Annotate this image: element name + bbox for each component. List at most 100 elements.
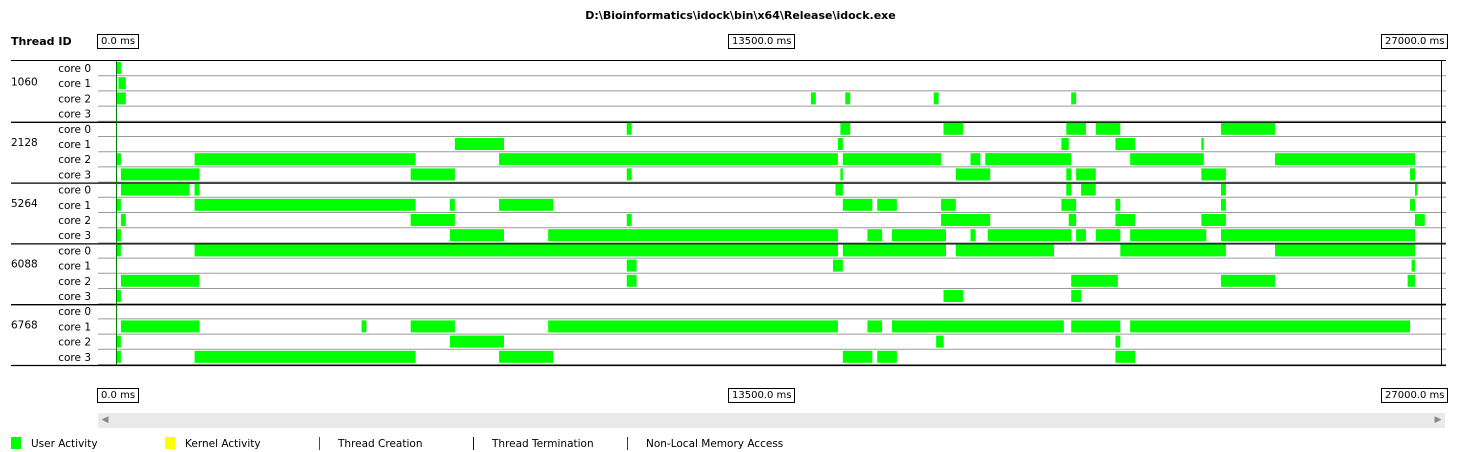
user-activity-bar [1411, 259, 1415, 272]
user-activity-bar [1201, 138, 1204, 150]
axis-mid-label-bottom: 13500.0 ms [728, 388, 796, 403]
core-label: core 1 [58, 261, 91, 273]
core-label: core 1 [58, 78, 91, 90]
user-activity-bar [877, 350, 897, 363]
user-activity-bar [955, 244, 1055, 257]
user-activity-bar [842, 153, 942, 166]
user-activity-bar [970, 153, 981, 166]
user-activity-bar [1407, 274, 1415, 287]
user-activity-bar [1066, 122, 1086, 135]
window-title: D:\Bioinformatics\idock\bin\x64\Release\… [585, 9, 896, 22]
user-activity-bar [987, 229, 1072, 242]
user-activity-bar [933, 92, 939, 105]
core-label: core 0 [58, 245, 91, 257]
user-activity-bar [120, 320, 200, 333]
user-activity-bar [845, 92, 851, 105]
user-activity-bar [941, 214, 991, 226]
user-activity-bar [1275, 153, 1415, 166]
user-activity-bar [1061, 198, 1077, 211]
core-label: core 3 [58, 109, 91, 121]
user-activity-bar [1095, 122, 1121, 135]
thread-creation-line-icon [319, 437, 320, 450]
kernel-activity-swatch-icon [165, 437, 175, 449]
user-activity-bar [943, 122, 964, 135]
user-activity-bar [116, 290, 121, 302]
user-activity-bar [867, 320, 883, 333]
user-activity-bar [1115, 335, 1121, 348]
core-label: core 2 [58, 276, 91, 288]
user-activity-bar [936, 335, 944, 348]
user-activity-bar [1076, 229, 1086, 242]
core-label: core 0 [58, 124, 91, 136]
user-activity-bar [1115, 198, 1121, 211]
user-activity-bar [1115, 214, 1136, 226]
thread-activity-svg: core 0 core 1 core 2 core 3 1060 core 0 core 1… [11, 60, 1446, 367]
user-activity-bar [1410, 198, 1415, 211]
core-label: core 1 [58, 139, 91, 151]
user-activity-bar [1115, 350, 1136, 363]
user-activity-bar [970, 229, 976, 242]
user-activity-bar [449, 198, 455, 211]
core-label: core 1 [58, 200, 91, 212]
user-activity-bar [1275, 244, 1415, 257]
user-activity-bar [116, 62, 121, 74]
user-activity-bar [1068, 214, 1077, 226]
user-activity-bar [1081, 183, 1096, 196]
thread-id-label: 5264 [11, 198, 38, 210]
user-activity-bar [1221, 198, 1226, 211]
user-activity-bar [449, 335, 504, 348]
core-label: core 0 [58, 63, 91, 75]
user-activity-bar [1120, 244, 1226, 257]
user-activity-bar [116, 92, 126, 105]
user-activity-bar [1221, 274, 1276, 287]
scroll-left-arrow-icon[interactable]: ◀ [101, 415, 109, 425]
user-activity-bar [941, 198, 956, 211]
user-activity-bar [891, 320, 1064, 333]
user-activity-bar [835, 183, 843, 196]
user-activity-bar [891, 229, 946, 242]
user-activity-bar [867, 229, 883, 242]
legend-label: Kernel Activity [185, 438, 261, 450]
user-activity-bar [842, 350, 873, 363]
axis-mid-label-top: 13500.0 ms [728, 34, 796, 49]
scroll-right-arrow-icon[interactable]: ▶ [1434, 415, 1442, 425]
core-label: core 0 [58, 306, 91, 318]
axis-start-label-top: 0.0 ms [97, 34, 140, 49]
thread-id-label: 2128 [11, 137, 38, 149]
user-activity-bar [410, 214, 455, 226]
user-activity-bar [987, 153, 1072, 166]
core-label: core 3 [58, 169, 91, 181]
user-activity-bar [1201, 168, 1226, 181]
user-activity-bar [1071, 290, 1082, 302]
horizontal-scrollbar[interactable]: ◀ ▶ [98, 413, 1445, 428]
user-activity-bar [548, 320, 838, 333]
legend: User Activity Kernel Activity Thread Cre… [0, 437, 1481, 452]
user-activity-bar [1066, 183, 1072, 196]
user-activity-bar [548, 229, 838, 242]
user-activity-bar [1130, 229, 1207, 242]
user-activity-bar [837, 138, 843, 150]
core-label: core 3 [58, 291, 91, 303]
legend-label: Thread Creation [338, 438, 423, 450]
user-activity-bar [116, 244, 121, 257]
thread-id-label: 1060 [11, 76, 38, 88]
thread-activity-chart[interactable]: core 0 core 1 core 2 core 3 1060 core 0 core 1… [0, 58, 1481, 368]
user-activity-bar [1410, 168, 1415, 181]
user-activity-bar [116, 153, 121, 166]
user-activity-bar [120, 214, 126, 226]
core-label: core 0 [58, 185, 91, 197]
memory-access-line-icon [627, 437, 628, 450]
user-activity-swatch-icon [11, 437, 21, 449]
user-activity-bar [410, 320, 455, 333]
user-activity-bar [1061, 138, 1069, 150]
thread-id-header: Thread ID [11, 35, 72, 48]
user-activity-bar [1071, 274, 1118, 287]
thread-id-label: 6768 [11, 320, 38, 332]
core-label: core 2 [58, 337, 91, 349]
user-activity-bar [1066, 168, 1072, 181]
user-activity-bar [1221, 183, 1226, 196]
legend-label: User Activity [31, 438, 98, 450]
user-activity-bar [194, 198, 416, 211]
core-label: core 2 [58, 154, 91, 166]
user-activity-bar [1221, 229, 1415, 242]
